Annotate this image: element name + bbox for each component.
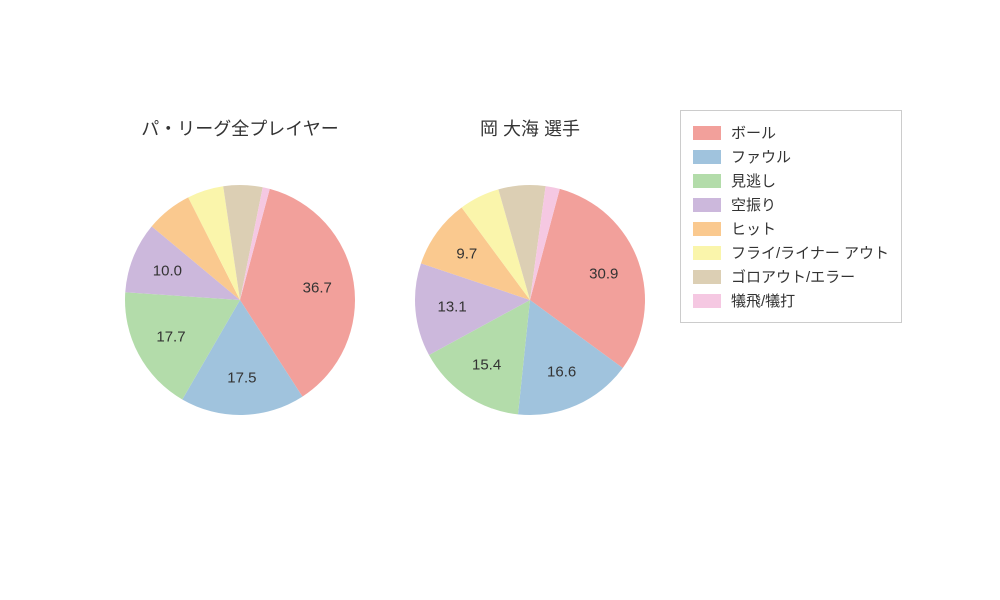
legend-swatch bbox=[693, 270, 721, 284]
chart-container: パ・リーグ全プレイヤー 36.7 17.5 17.7 10.0 岡 大海 選手 30.9 16… bbox=[0, 0, 1000, 600]
slice-label-looking: 15.4 bbox=[472, 357, 501, 374]
legend-item-looking: 見逃し bbox=[693, 170, 889, 191]
slice-label-swing: 13.1 bbox=[437, 298, 466, 315]
legend-item-flyout: フライ/ライナー アウト bbox=[693, 242, 889, 263]
legend-swatch bbox=[693, 222, 721, 236]
pie-slice-swing bbox=[125, 226, 240, 300]
pie-slice-sacri bbox=[530, 186, 560, 300]
slice-label-ball: 36.7 bbox=[303, 279, 332, 296]
slice-label-ball: 30.9 bbox=[589, 266, 618, 283]
pie-slice-flyout bbox=[188, 186, 240, 300]
legend-label: 犠飛/犠打 bbox=[731, 290, 795, 311]
slice-label-foul: 17.5 bbox=[227, 370, 256, 387]
pie-slice-foul bbox=[182, 300, 302, 415]
legend-label: ボール bbox=[731, 122, 776, 143]
legend-swatch bbox=[693, 126, 721, 140]
legend-swatch bbox=[693, 246, 721, 260]
legend-swatch bbox=[693, 174, 721, 188]
legend-item-ball: ボール bbox=[693, 122, 889, 143]
legend-item-sacri: 犠飛/犠打 bbox=[693, 290, 889, 311]
pie-slice-swing bbox=[415, 263, 530, 355]
slice-label-looking: 17.7 bbox=[156, 328, 185, 345]
legend-swatch bbox=[693, 198, 721, 212]
legend-item-foul: ファウル bbox=[693, 146, 889, 167]
legend-swatch bbox=[693, 294, 721, 308]
slice-label-foul: 16.6 bbox=[547, 363, 576, 380]
pie-slice-foul bbox=[518, 300, 623, 415]
pie-slice-looking bbox=[125, 292, 240, 399]
legend-item-hit: ヒット bbox=[693, 218, 889, 239]
pie-slice-ball bbox=[240, 189, 355, 397]
chart-title: 岡 大海 選手 bbox=[380, 115, 680, 141]
legend-swatch bbox=[693, 150, 721, 164]
pie-slice-ball bbox=[530, 189, 645, 368]
legend-label: ゴロアウト/エラー bbox=[731, 266, 855, 287]
legend-label: フライ/ライナー アウト bbox=[731, 242, 889, 263]
pie-slice-hit bbox=[152, 197, 240, 300]
pie-slice-ground bbox=[498, 185, 545, 300]
legend-item-swing: 空振り bbox=[693, 194, 889, 215]
chart-title: パ・リーグ全プレイヤー bbox=[90, 115, 390, 141]
legend-label: ヒット bbox=[731, 218, 776, 239]
legend-item-ground: ゴロアウト/エラー bbox=[693, 266, 889, 287]
slice-label-swing: 10.0 bbox=[153, 262, 182, 279]
slice-label-hit: 9.7 bbox=[456, 245, 477, 262]
pie-slice-sacri bbox=[240, 187, 270, 300]
legend: ボールファウル見逃し空振りヒットフライ/ライナー アウトゴロアウト/エラー犠飛/… bbox=[680, 110, 902, 323]
legend-label: 見逃し bbox=[731, 170, 776, 191]
legend-label: 空振り bbox=[731, 194, 776, 215]
legend-label: ファウル bbox=[731, 146, 791, 167]
pie-slice-ground bbox=[223, 185, 263, 300]
